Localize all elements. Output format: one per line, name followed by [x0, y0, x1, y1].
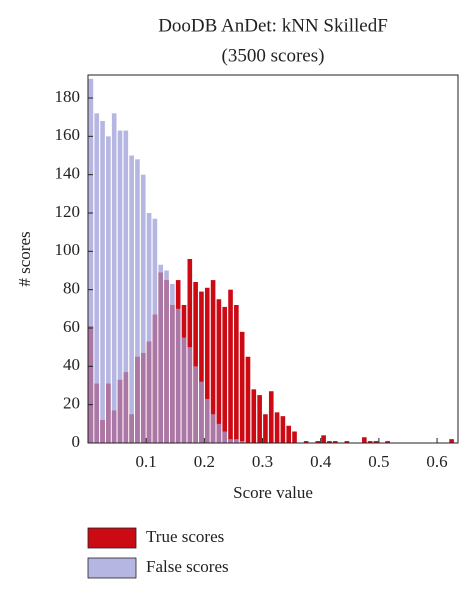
bar	[292, 431, 297, 443]
bar	[286, 425, 292, 443]
x-tick-label: 0.5	[368, 452, 389, 471]
bar	[158, 264, 164, 443]
x-tick-label: 0.1	[136, 452, 157, 471]
bar	[170, 283, 175, 443]
bar	[280, 416, 286, 443]
plot-frame	[87, 74, 459, 444]
bar	[449, 439, 454, 443]
bar	[129, 155, 134, 443]
bar	[373, 441, 379, 443]
bar	[385, 441, 390, 443]
y-tick-label: 20	[63, 394, 80, 413]
bar	[222, 306, 228, 443]
bar	[193, 366, 198, 443]
y-tick-label: 80	[63, 279, 80, 298]
bar	[303, 441, 309, 443]
bar	[123, 130, 129, 444]
bar	[164, 270, 169, 443]
bar	[100, 121, 105, 443]
bar	[222, 431, 228, 443]
bar	[362, 437, 367, 443]
bar	[228, 289, 233, 443]
bar	[140, 174, 146, 443]
bar	[234, 305, 239, 443]
bar	[210, 414, 216, 443]
bar	[344, 441, 350, 443]
bar	[239, 331, 245, 443]
bar	[193, 282, 198, 443]
bar	[181, 337, 187, 443]
y-tick-label: 100	[55, 240, 81, 259]
bar	[216, 299, 222, 443]
bar	[321, 435, 326, 443]
bar	[94, 113, 100, 443]
chart-subtitle: (3500 scores)	[222, 45, 325, 66]
x-tick-label: 0.4	[310, 452, 332, 471]
y-tick-label: 140	[55, 164, 81, 183]
bar	[88, 78, 94, 443]
bar	[216, 423, 222, 443]
bar	[263, 414, 268, 443]
y-tick-label: 60	[63, 317, 80, 336]
legend-swatch	[87, 557, 137, 579]
y-tick-label: 0	[72, 432, 81, 451]
x-axis-label: Score value	[233, 483, 313, 502]
y-tick-label: 120	[55, 202, 81, 221]
legend-swatch	[87, 527, 137, 549]
bar	[268, 391, 274, 443]
x-tick-label: 0.3	[252, 452, 273, 471]
bar	[327, 441, 332, 443]
bar	[228, 439, 233, 443]
bar	[204, 398, 210, 443]
y-tick-label: 160	[55, 125, 81, 144]
y-tick-label: 40	[63, 355, 80, 374]
legend-label: False scores	[146, 557, 229, 576]
y-tick-label: 180	[55, 87, 81, 106]
y-axis-label: # scores	[15, 231, 34, 286]
bar	[274, 412, 280, 443]
bar	[187, 347, 193, 443]
bar	[239, 441, 245, 443]
bar	[204, 287, 210, 443]
bar	[199, 381, 204, 443]
bar	[332, 441, 338, 443]
bar	[135, 159, 140, 444]
bar	[146, 213, 152, 443]
chart-title: DooDB AnDet: kNN SkilledF	[158, 15, 388, 36]
x-tick-label: 0.2	[194, 452, 215, 471]
bar	[106, 136, 111, 444]
bar	[175, 308, 181, 443]
bar	[111, 113, 117, 443]
legend-label: True scores	[146, 527, 224, 546]
bar	[117, 130, 123, 444]
bar	[234, 439, 239, 443]
bar	[315, 441, 321, 443]
bar	[210, 280, 216, 443]
bar	[251, 389, 257, 443]
x-tick-label: 0.6	[426, 452, 447, 471]
bar	[245, 356, 251, 443]
bar	[367, 441, 373, 443]
bar	[152, 218, 158, 443]
bar	[199, 291, 204, 443]
bar	[257, 395, 262, 443]
